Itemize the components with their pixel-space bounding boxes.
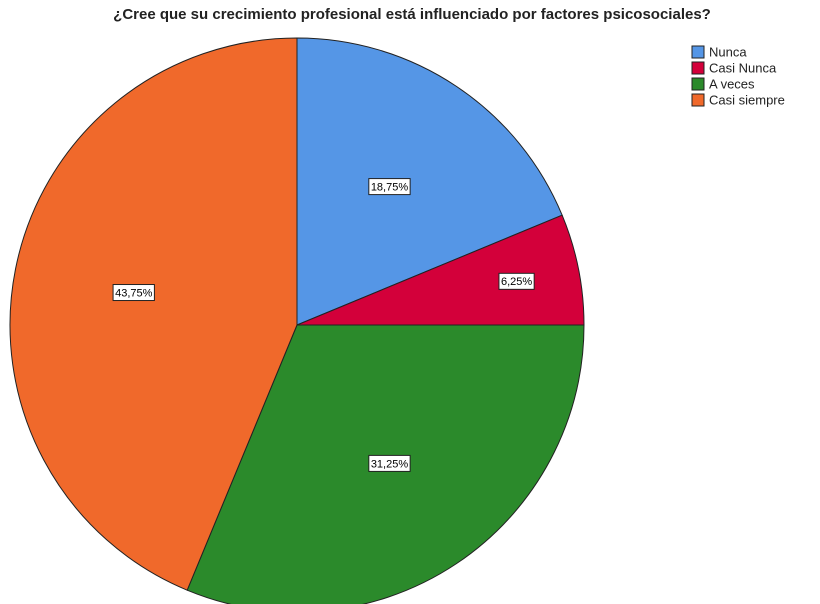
- legend-swatch: [691, 61, 705, 75]
- legend-swatch: [691, 45, 705, 59]
- legend-label: Casi siempre: [709, 92, 785, 107]
- legend-swatch: [691, 77, 705, 91]
- data-label: 31,25%: [368, 454, 411, 472]
- data-label-text: 31,25%: [371, 458, 409, 470]
- pie-slice: [296, 37, 563, 326]
- data-label-box: [112, 284, 155, 302]
- data-label-text: 18,75%: [371, 181, 409, 193]
- data-label-box: [368, 178, 411, 196]
- pie-slice: [9, 37, 298, 591]
- legend-label: Casi Nunca: [709, 60, 777, 75]
- data-label: 6,25%: [498, 272, 535, 290]
- legend-label: A veces: [709, 76, 755, 91]
- chart-title: ¿Cree que su crecimiento profesional est…: [113, 6, 711, 23]
- data-label-box: [368, 454, 411, 472]
- data-label: 18,75%: [368, 178, 411, 196]
- legend-swatch: [691, 93, 705, 107]
- data-label-text: 43,75%: [115, 287, 153, 299]
- data-label-text: 6,25%: [501, 276, 532, 288]
- legend-label: Nunca: [709, 44, 747, 59]
- data-label: 43,75%: [112, 284, 155, 302]
- data-label-box: [498, 272, 535, 290]
